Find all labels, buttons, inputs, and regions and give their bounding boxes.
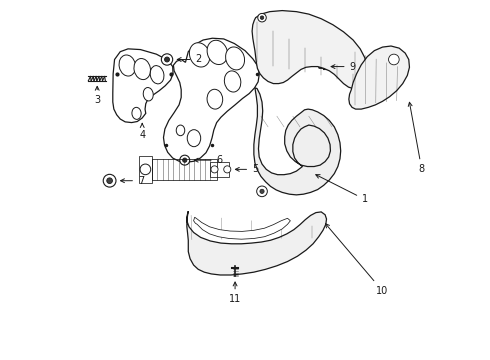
Text: 6: 6: [194, 155, 223, 165]
Ellipse shape: [143, 87, 153, 101]
Ellipse shape: [260, 16, 264, 19]
Polygon shape: [254, 88, 341, 195]
Text: 1: 1: [316, 175, 368, 204]
Ellipse shape: [207, 89, 222, 109]
Polygon shape: [187, 211, 326, 275]
Polygon shape: [252, 10, 367, 89]
Ellipse shape: [224, 166, 231, 173]
Ellipse shape: [211, 166, 218, 173]
Ellipse shape: [134, 59, 150, 80]
Ellipse shape: [190, 43, 210, 67]
Ellipse shape: [183, 158, 187, 162]
Bar: [139, 156, 152, 183]
Ellipse shape: [119, 55, 136, 76]
Text: 2: 2: [177, 54, 201, 64]
Text: 3: 3: [94, 86, 100, 105]
Text: 11: 11: [229, 282, 241, 305]
Ellipse shape: [260, 189, 264, 193]
Ellipse shape: [107, 178, 112, 184]
Ellipse shape: [150, 66, 164, 84]
Ellipse shape: [389, 54, 399, 65]
Polygon shape: [194, 217, 291, 239]
Ellipse shape: [180, 155, 190, 165]
Ellipse shape: [132, 107, 141, 120]
Ellipse shape: [187, 130, 201, 147]
Ellipse shape: [207, 40, 227, 64]
Text: 4: 4: [139, 123, 145, 140]
Ellipse shape: [258, 13, 266, 22]
Ellipse shape: [165, 57, 170, 62]
Ellipse shape: [257, 186, 268, 197]
Ellipse shape: [224, 71, 241, 92]
Ellipse shape: [103, 174, 116, 187]
Bar: [210, 162, 229, 177]
Text: 5: 5: [235, 165, 258, 174]
Ellipse shape: [225, 47, 245, 70]
Ellipse shape: [140, 164, 151, 175]
Polygon shape: [113, 49, 173, 123]
Text: 7: 7: [121, 176, 144, 186]
Text: 9: 9: [331, 62, 356, 72]
Text: 10: 10: [325, 224, 389, 296]
Ellipse shape: [161, 54, 172, 65]
Text: 8: 8: [408, 102, 425, 174]
Ellipse shape: [176, 125, 185, 136]
Polygon shape: [349, 46, 410, 109]
Polygon shape: [164, 38, 259, 162]
Bar: [152, 159, 217, 180]
